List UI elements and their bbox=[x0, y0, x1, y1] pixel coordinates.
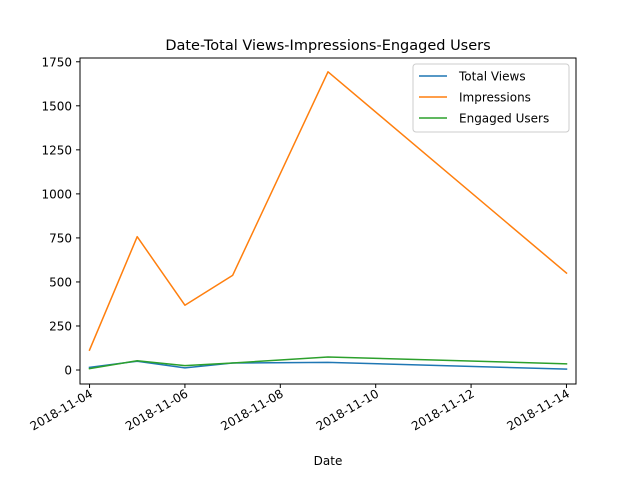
y-tick-label: 0 bbox=[64, 364, 72, 378]
x-tick-label: 2018-11-06 bbox=[123, 386, 190, 433]
legend-label: Engaged Users bbox=[459, 112, 549, 126]
y-tick-label: 500 bbox=[49, 275, 72, 289]
series-line-impressions bbox=[88, 71, 568, 352]
chart-title: Date-Total Views-Impressions-Engaged Use… bbox=[165, 38, 490, 54]
legend-frame bbox=[412, 63, 570, 133]
y-tick-label: 1500 bbox=[41, 99, 72, 113]
legend-label: Total Views bbox=[458, 70, 526, 84]
x-tick-label: 2018-11-10 bbox=[314, 386, 381, 433]
y-tick-label: 1250 bbox=[41, 143, 72, 157]
plot-lines bbox=[88, 71, 568, 370]
y-tick-label: 250 bbox=[49, 319, 72, 333]
x-axis-label: Date bbox=[314, 454, 343, 468]
x-tick-label: 2018-11-04 bbox=[28, 386, 95, 433]
x-tick-label: 2018-11-14 bbox=[505, 386, 572, 433]
plot-frame bbox=[79, 57, 577, 385]
y-tick-label: 750 bbox=[49, 231, 72, 245]
x-tick-label: 2018-11-08 bbox=[218, 386, 285, 433]
legend: Total Views Impressions Engaged Users bbox=[412, 63, 570, 133]
series-line-engaged-users bbox=[88, 356, 568, 370]
x-axis: 2018-11-04 2018-11-06 2018-11-08 2018-11-10… bbox=[28, 384, 572, 433]
legend-label: Impressions bbox=[459, 91, 531, 105]
x-tick-label: 2018-11-12 bbox=[409, 386, 476, 433]
y-tick-label: 1000 bbox=[41, 187, 72, 201]
y-axis: 0 250 500 750 1000 1250 1500 1750 bbox=[41, 55, 80, 378]
y-tick-label: 1750 bbox=[41, 55, 72, 69]
